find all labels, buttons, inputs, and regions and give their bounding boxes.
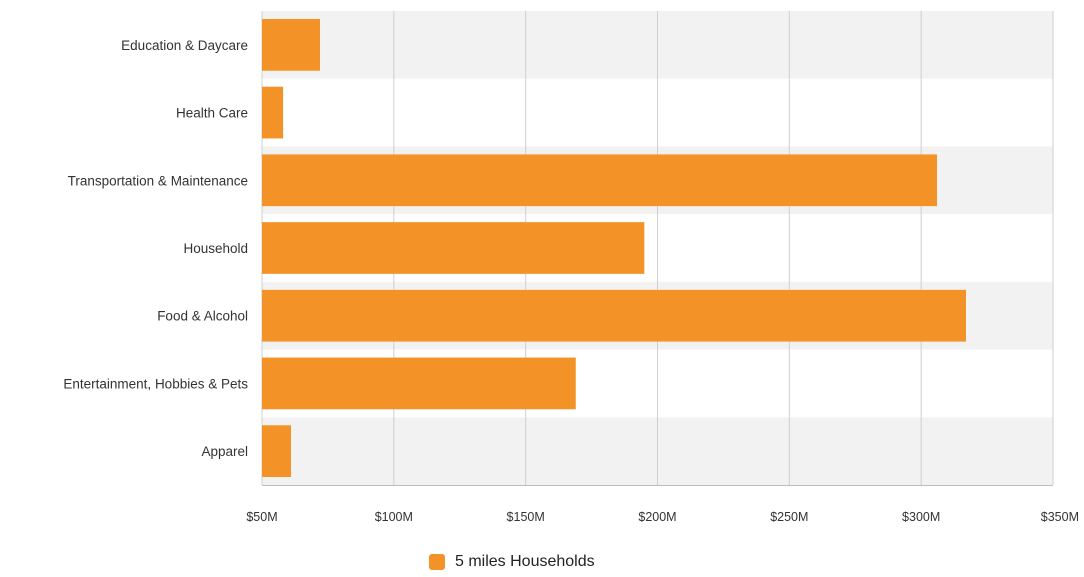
category-label: Transportation & Maintenance bbox=[68, 173, 248, 188]
bar[interactable] bbox=[262, 289, 966, 342]
legend-label: 5 miles Households bbox=[455, 553, 595, 570]
x-tick-label: $200M bbox=[638, 510, 676, 524]
category-label: Education & Daycare bbox=[121, 38, 248, 53]
category-label: Apparel bbox=[201, 444, 248, 459]
legend-swatch bbox=[429, 554, 445, 570]
bar[interactable] bbox=[262, 154, 937, 207]
x-tick-label: $150M bbox=[507, 510, 545, 524]
category-label: Health Care bbox=[176, 106, 248, 121]
category-label: Household bbox=[183, 241, 248, 256]
x-tick-label: $350M bbox=[1041, 510, 1079, 524]
chart-plot: Education & Daycare Health Care Transporta… bbox=[63, 11, 1079, 524]
legend: 5 miles Households bbox=[429, 553, 595, 571]
x-axis-ticks: $50M $100M $150M $200M $250M $300M $350M bbox=[246, 510, 1079, 524]
x-tick-label: $50M bbox=[246, 510, 277, 524]
category-labels: Education & Daycare Health Care Transporta… bbox=[63, 38, 248, 459]
category-label: Entertainment, Hobbies & Pets bbox=[63, 376, 248, 391]
x-tick-label: $250M bbox=[770, 510, 808, 524]
bars bbox=[262, 19, 966, 477]
bar[interactable] bbox=[262, 86, 284, 139]
bar[interactable] bbox=[262, 222, 645, 274]
category-label: Food & Alcohol bbox=[157, 309, 248, 324]
x-tick-label: $100M bbox=[375, 510, 413, 524]
bar[interactable] bbox=[262, 19, 321, 71]
x-tick-label: $300M bbox=[902, 510, 940, 524]
bar[interactable] bbox=[262, 425, 292, 477]
bar[interactable] bbox=[262, 357, 576, 410]
